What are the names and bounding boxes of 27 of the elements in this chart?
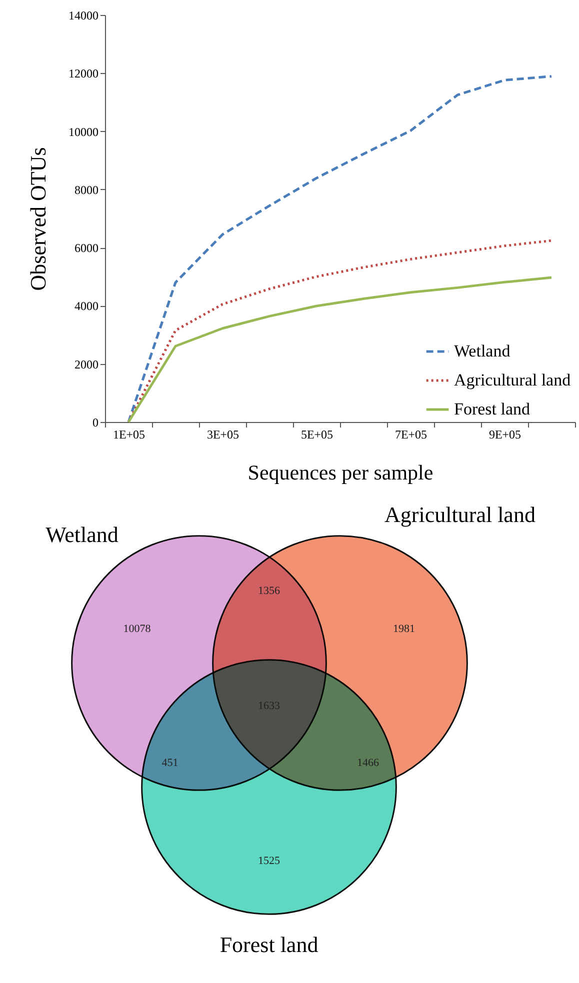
y-tick-label: 8000 bbox=[74, 182, 98, 197]
data-label: 10078 bbox=[123, 623, 152, 635]
data-label: 1525 bbox=[258, 855, 280, 867]
legend-label: Agricultural land bbox=[454, 370, 572, 390]
x-axis-title: Sequences per sample bbox=[248, 460, 434, 484]
x-tick-label: 5E+05 bbox=[300, 428, 334, 442]
y-tick-label: 12000 bbox=[68, 66, 98, 81]
y-tick-label: 4000 bbox=[74, 299, 98, 314]
y-tick-label: 14000 bbox=[68, 8, 98, 22]
x-tick-label: 3E+05 bbox=[206, 428, 240, 442]
text: 451 bbox=[162, 757, 178, 769]
legend-label: Wetland bbox=[454, 342, 511, 360]
text: 1356 bbox=[258, 585, 280, 597]
data-label: 1981 bbox=[393, 623, 415, 635]
category-label: Wetland bbox=[46, 522, 118, 547]
legend-label: Forest land bbox=[454, 400, 531, 418]
y-axis-title: Observed OTUs bbox=[26, 147, 50, 291]
category-label: Agricultural land bbox=[384, 502, 536, 527]
x-tick-label: 7E+05 bbox=[394, 428, 428, 442]
category-label: Forest land bbox=[220, 932, 318, 957]
text: 1466 bbox=[357, 757, 380, 769]
x-tick-label: 9E+05 bbox=[488, 428, 522, 442]
y-tick-label: 2000 bbox=[74, 357, 98, 372]
x-tick-label: 1E+05 bbox=[112, 428, 146, 442]
y-tick-label: 10000 bbox=[68, 124, 98, 139]
y-tick-label: 6000 bbox=[74, 241, 98, 256]
y-tick-label: 0 bbox=[92, 416, 98, 430]
